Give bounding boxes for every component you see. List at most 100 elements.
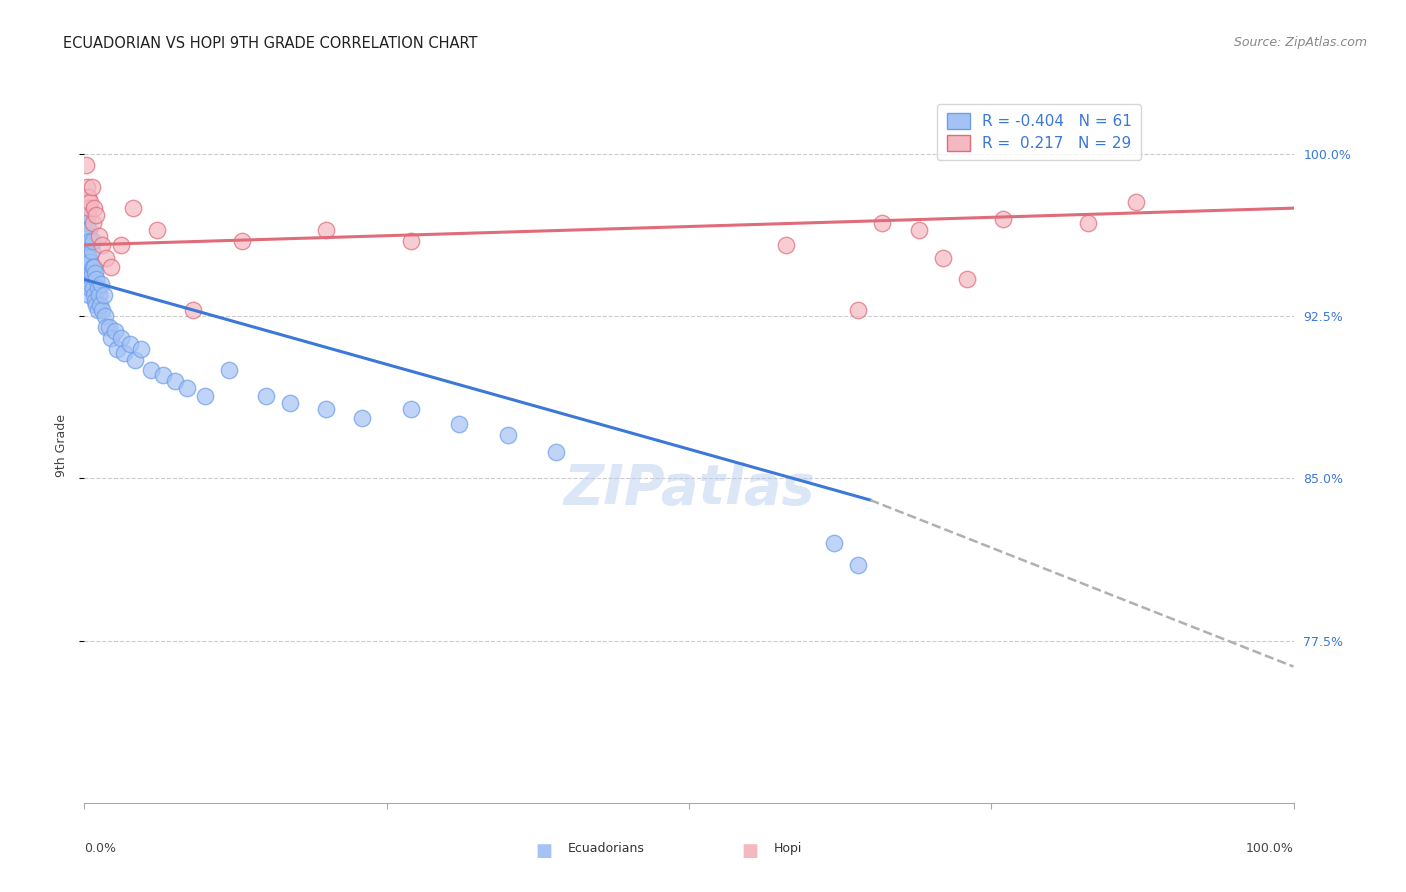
Point	[399, 402, 422, 417]
Point	[91, 302, 114, 317]
Point	[120, 337, 142, 351]
Point	[97, 320, 120, 334]
Text: ECUADORIAN VS HOPI 9TH GRADE CORRELATION CHART: ECUADORIAN VS HOPI 9TH GRADE CORRELATION…	[63, 36, 478, 51]
Point	[872, 216, 894, 230]
Point	[846, 558, 869, 572]
Point	[139, 363, 162, 377]
Text: Hopi: Hopi	[773, 842, 801, 855]
Point	[956, 272, 979, 286]
Point	[1077, 216, 1099, 230]
Point	[76, 266, 98, 280]
Point	[104, 325, 127, 339]
Point	[79, 234, 101, 248]
Point	[79, 194, 101, 209]
Point	[91, 238, 114, 252]
Point	[146, 223, 169, 237]
Point	[932, 251, 955, 265]
Text: ■: ■	[741, 842, 758, 860]
Point	[315, 402, 337, 417]
Point	[79, 255, 101, 269]
Point	[94, 251, 117, 265]
Point	[165, 374, 187, 388]
Point	[218, 363, 240, 377]
Point	[89, 298, 111, 312]
Point	[80, 179, 103, 194]
Point	[112, 346, 135, 360]
Point	[86, 272, 108, 286]
Point	[94, 320, 117, 334]
Point	[110, 238, 132, 252]
Text: ■: ■	[536, 842, 553, 860]
Point	[83, 260, 105, 274]
Point	[80, 266, 103, 280]
Point	[82, 216, 104, 230]
Point	[449, 417, 471, 432]
Point	[86, 298, 108, 312]
Point	[93, 287, 115, 301]
Point	[77, 190, 100, 204]
Point	[315, 223, 337, 237]
Point	[77, 287, 100, 301]
Point	[77, 255, 100, 269]
Point	[1125, 194, 1147, 209]
Point	[75, 211, 97, 226]
Point	[121, 201, 143, 215]
Point	[775, 238, 797, 252]
Text: Ecuadorians: Ecuadorians	[568, 842, 645, 855]
Point	[84, 294, 107, 309]
Point	[86, 208, 108, 222]
Point	[254, 389, 277, 403]
Text: ZIPatlas: ZIPatlas	[564, 462, 814, 516]
Point	[124, 352, 146, 367]
Point	[86, 302, 108, 317]
Point	[90, 277, 112, 291]
Point	[105, 342, 128, 356]
Point	[80, 244, 103, 259]
Point	[77, 277, 100, 291]
Point	[76, 216, 98, 230]
Point	[231, 234, 253, 248]
Legend: R = -0.404   N = 61, R =  0.217   N = 29: R = -0.404 N = 61, R = 0.217 N = 29	[938, 104, 1140, 161]
Point	[86, 281, 108, 295]
Point	[82, 281, 104, 295]
Point	[75, 158, 97, 172]
Point	[76, 244, 98, 259]
Point	[907, 223, 929, 237]
Point	[83, 201, 105, 215]
Point	[823, 536, 845, 550]
Point	[87, 229, 110, 244]
Point	[77, 229, 100, 244]
Point	[87, 287, 110, 301]
Text: 0.0%: 0.0%	[84, 842, 117, 855]
Point	[79, 281, 101, 295]
Point	[77, 272, 100, 286]
Point	[82, 260, 104, 274]
Point	[83, 287, 105, 301]
Point	[100, 331, 122, 345]
Point	[77, 201, 100, 215]
Point	[181, 302, 204, 317]
Text: 100.0%: 100.0%	[1246, 842, 1294, 855]
Point	[152, 368, 174, 382]
Point	[110, 331, 132, 345]
Y-axis label: 9th Grade: 9th Grade	[55, 415, 67, 477]
Point	[278, 396, 301, 410]
Point	[496, 428, 519, 442]
Point	[176, 381, 198, 395]
Point	[993, 211, 1015, 226]
Point	[129, 342, 152, 356]
Point	[194, 389, 217, 403]
Point	[399, 234, 422, 248]
Point	[352, 410, 374, 425]
Point	[75, 234, 97, 248]
Point	[94, 310, 117, 324]
Point	[544, 445, 567, 459]
Point	[76, 179, 98, 194]
Point	[77, 208, 100, 222]
Point	[77, 223, 100, 237]
Text: Source: ZipAtlas.com: Source: ZipAtlas.com	[1233, 36, 1367, 49]
Point	[846, 302, 869, 317]
Point	[100, 260, 122, 274]
Point	[77, 251, 100, 265]
Point	[82, 234, 104, 248]
